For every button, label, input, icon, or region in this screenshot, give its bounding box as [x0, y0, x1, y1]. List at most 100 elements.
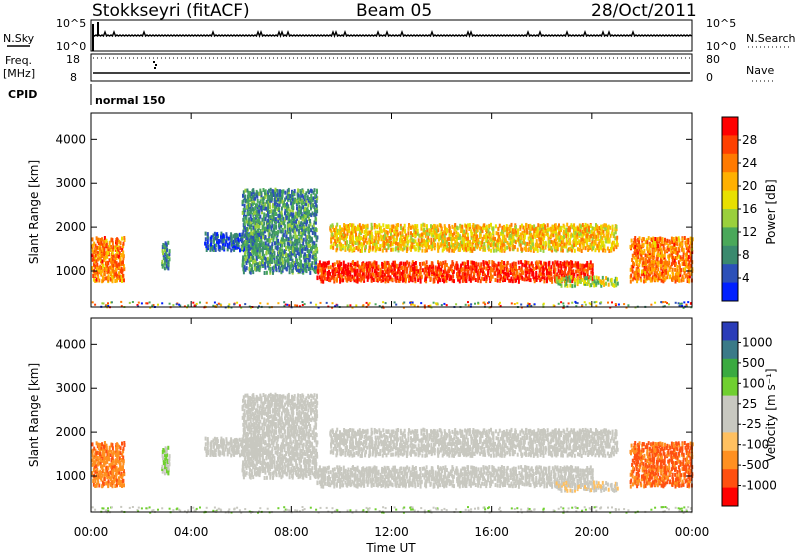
power-cell [123, 278, 125, 282]
power-cell [680, 255, 682, 259]
power-noise-cell [687, 301, 689, 303]
power-cell [448, 237, 450, 241]
nsky-label: N.Sky [3, 32, 35, 45]
power-cell [580, 224, 582, 228]
power-cell [400, 261, 402, 265]
power-cell [289, 270, 291, 274]
power-cell [372, 273, 374, 277]
power-cell [448, 242, 450, 246]
power-cell [430, 224, 432, 228]
power-cell [672, 256, 674, 260]
power-cell [507, 261, 509, 265]
power-cell [514, 245, 516, 249]
power-cell [486, 225, 488, 229]
power-cell [451, 269, 453, 273]
power-cell [391, 228, 393, 232]
y-tick-label: 2000 [55, 220, 86, 234]
velocity-cell [101, 442, 103, 446]
power-cell [551, 246, 553, 250]
power-cell [662, 237, 664, 241]
power-cell [390, 236, 392, 240]
power-cell [282, 194, 284, 198]
velocity-cell [99, 470, 101, 474]
power-cell [666, 239, 668, 243]
power-noise-cell [111, 301, 113, 303]
power-cell [352, 237, 354, 241]
power-cell [164, 266, 166, 270]
power-cell [649, 242, 651, 246]
power-noise-cell [511, 302, 513, 304]
power-cell [603, 241, 605, 245]
power-cell [120, 241, 122, 245]
power-cell [251, 264, 253, 268]
power-cell [112, 245, 114, 249]
power-cell [285, 267, 287, 271]
power-cell [281, 211, 283, 215]
power-noise-cell [92, 301, 94, 303]
power-cell [607, 234, 609, 238]
power-cell [377, 272, 379, 276]
power-cell [550, 272, 552, 276]
power-cell [355, 226, 357, 230]
power-cell [311, 237, 313, 241]
power-cell [308, 235, 310, 239]
power-noise-cell [244, 303, 246, 305]
power-noise-cell [196, 303, 198, 305]
power-cell [298, 269, 300, 273]
power-cell [334, 239, 336, 243]
power-cell [423, 228, 425, 232]
power-cell [275, 188, 277, 192]
power-cell [340, 262, 342, 266]
power-cell [241, 238, 243, 242]
power-cell [452, 274, 454, 278]
power-noise-cell [654, 302, 656, 304]
power-cell [264, 235, 266, 239]
power-cell [264, 257, 266, 261]
power-cell [586, 261, 588, 265]
power-cell [451, 225, 453, 229]
power-cell [453, 237, 455, 241]
power-cell [561, 277, 563, 281]
power-cell [600, 280, 602, 284]
power-cell [270, 267, 272, 271]
power-cell [571, 284, 573, 288]
power-cell [263, 242, 265, 246]
power-cell [274, 241, 276, 245]
power-cell [352, 224, 354, 228]
power-cell [602, 230, 604, 234]
power-cell [307, 203, 309, 207]
power-cell [116, 237, 118, 241]
power-noise-cell [681, 303, 683, 305]
power-noise-cell [467, 301, 469, 303]
power-cell [298, 205, 300, 209]
power-cell [511, 277, 513, 281]
power-noise-cell [584, 301, 586, 303]
power-cell [116, 261, 118, 265]
power-cell [686, 273, 688, 277]
power-cell [655, 243, 657, 247]
power-cell [453, 231, 455, 235]
power-cell [480, 262, 482, 266]
power-cell [592, 263, 594, 267]
power-cell [495, 278, 497, 282]
power-cell [590, 260, 592, 264]
power-cell [244, 251, 246, 255]
power-cell [588, 280, 590, 284]
power-cell [657, 267, 659, 271]
power-cell [638, 274, 640, 278]
power-cell [595, 235, 597, 239]
power-cell [579, 263, 581, 267]
power-cell [315, 227, 317, 231]
power-cell [565, 282, 567, 286]
power-noise-cell [443, 303, 445, 305]
power-cell [292, 213, 294, 217]
power-cell [369, 261, 371, 265]
power-noise-cell [560, 301, 562, 303]
power-cell [585, 223, 587, 227]
power-cell [336, 260, 338, 264]
power-cell [434, 224, 436, 228]
power-cell [335, 268, 337, 272]
power-cell [244, 195, 246, 199]
power-cell [517, 228, 519, 232]
power-cell [412, 274, 414, 278]
